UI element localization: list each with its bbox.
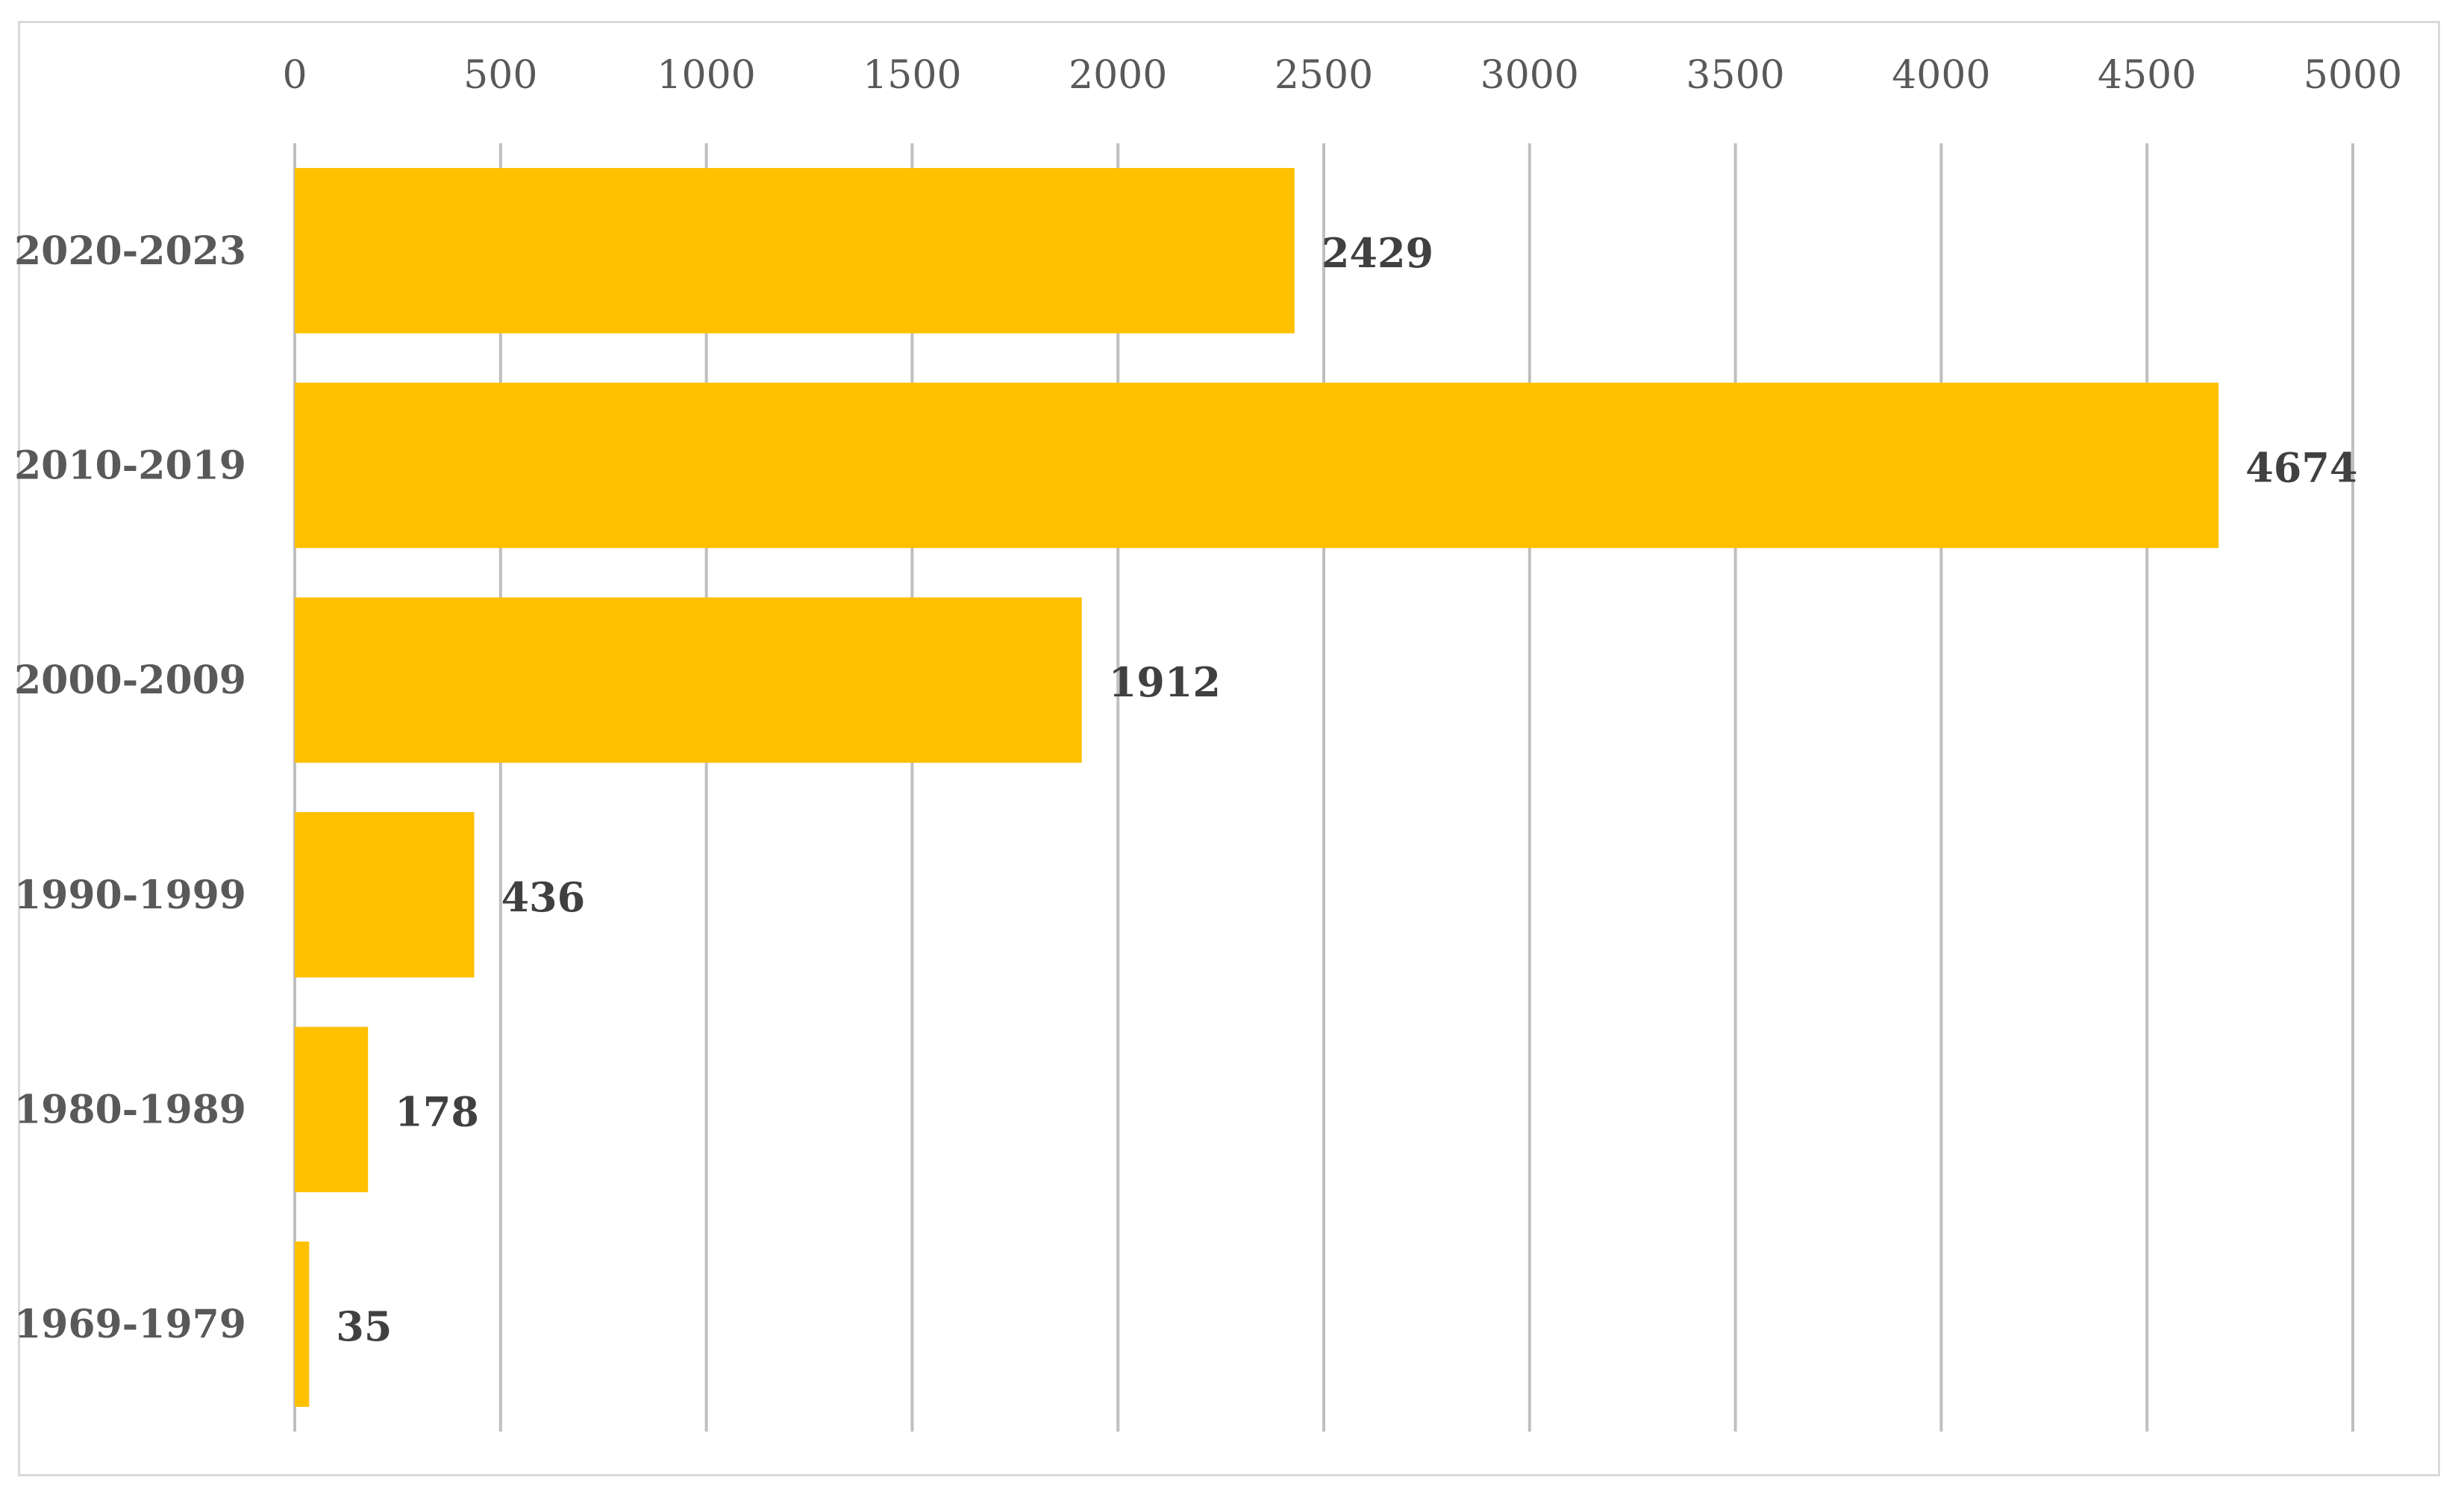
data-label-1969-1979: 35 [336,1302,392,1350]
bar-1980-1989 [295,1026,369,1193]
bar-2010-2019 [295,382,2219,549]
x-tick-label-1500: 1500 [863,53,961,98]
category-label-1969-1979: 1969-1979 [14,1302,246,1347]
x-tick-label-1000: 1000 [657,53,755,98]
category-label-2000-2009: 2000-2009 [14,658,246,703]
bar-1969-1979 [295,1241,310,1407]
category-label-2010-2019: 2010-2019 [14,443,246,489]
bar-2020-2023 [295,168,1295,334]
bar-1990-1999 [295,812,475,978]
x-tick-label-4500: 4500 [2098,53,2196,98]
data-label-2010-2019: 4674 [2245,444,2357,492]
data-label-1990-1999: 436 [501,873,585,921]
category-label-1980-1989: 1980-1989 [14,1087,246,1133]
x-tick-label-2000: 2000 [1069,53,1167,98]
x-tick-label-5000: 5000 [2304,53,2402,98]
x-tick-label-3000: 3000 [1480,53,1579,98]
x-tick-label-0: 0 [282,53,307,98]
data-label-1980-1989: 178 [395,1088,479,1136]
category-labels: 2020-2023 2010-2019 2000-2009 1990-1999 1980… [14,228,246,1347]
gridlines [293,143,2354,1432]
x-tick-label-2500: 2500 [1275,53,1373,98]
x-tick-label-3500: 3500 [1686,53,1784,98]
x-tick-label-4000: 4000 [1892,53,1990,98]
data-label-2020-2023: 2429 [1322,229,1433,277]
category-label-1990-1999: 1990-1999 [14,873,246,918]
x-axis-ticks: 0 500 1000 1500 2000 2500 3000 3500 4000 4500 5000 [282,53,2402,98]
bars [295,168,2219,1407]
data-label-2000-2009: 1912 [1109,658,1221,706]
bar-2000-2009 [295,597,1082,763]
x-tick-label-500: 500 [463,53,537,98]
category-label-2020-2023: 2020-2023 [14,228,246,274]
data-labels: 2429 4674 1912 436 178 35 [336,229,2357,1350]
